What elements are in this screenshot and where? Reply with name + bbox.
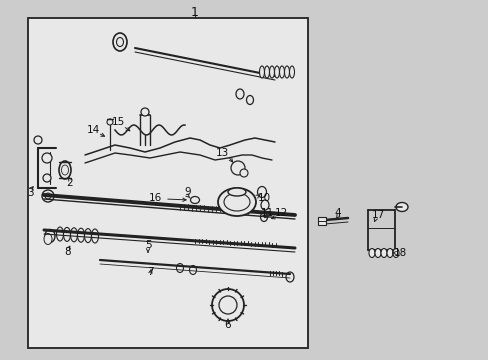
Ellipse shape (284, 66, 289, 78)
Ellipse shape (224, 193, 249, 211)
Ellipse shape (264, 66, 269, 78)
Ellipse shape (246, 95, 253, 104)
Text: 9: 9 (184, 187, 191, 197)
Ellipse shape (289, 66, 294, 78)
Circle shape (240, 169, 247, 177)
Ellipse shape (395, 202, 407, 212)
Ellipse shape (190, 197, 199, 203)
Ellipse shape (63, 228, 70, 242)
Ellipse shape (59, 161, 71, 179)
Text: 4: 4 (334, 208, 341, 218)
Text: 15: 15 (111, 117, 124, 127)
Ellipse shape (44, 234, 52, 244)
Ellipse shape (274, 66, 279, 78)
Text: 13: 13 (215, 148, 228, 158)
Ellipse shape (260, 212, 267, 221)
Text: 14: 14 (86, 125, 100, 135)
Ellipse shape (279, 66, 284, 78)
Ellipse shape (189, 266, 196, 274)
Bar (317, 217, 325, 225)
Circle shape (230, 161, 244, 175)
Text: 5: 5 (144, 240, 151, 250)
Ellipse shape (392, 248, 398, 257)
Circle shape (42, 190, 54, 202)
Ellipse shape (227, 188, 245, 196)
Circle shape (45, 193, 51, 199)
Ellipse shape (236, 89, 244, 99)
Bar (28, 18, 307, 348)
Circle shape (107, 119, 113, 125)
Text: 17: 17 (370, 210, 384, 220)
Text: 7: 7 (146, 267, 153, 277)
Ellipse shape (257, 186, 266, 198)
Ellipse shape (368, 248, 374, 257)
Text: 16: 16 (148, 193, 162, 203)
Text: 2: 2 (66, 178, 73, 188)
Text: 3: 3 (27, 188, 33, 198)
Ellipse shape (380, 248, 386, 257)
Text: 10: 10 (258, 193, 270, 203)
Ellipse shape (386, 248, 392, 257)
Text: 18: 18 (392, 248, 406, 258)
Circle shape (34, 136, 42, 144)
Ellipse shape (113, 33, 127, 51)
Circle shape (212, 289, 244, 321)
Ellipse shape (285, 272, 293, 282)
Ellipse shape (116, 37, 123, 46)
Ellipse shape (57, 227, 63, 241)
Ellipse shape (84, 229, 91, 243)
Circle shape (219, 296, 237, 314)
Ellipse shape (70, 228, 77, 242)
Ellipse shape (91, 229, 98, 243)
Ellipse shape (261, 200, 268, 210)
Ellipse shape (259, 66, 264, 78)
Ellipse shape (374, 248, 380, 257)
Text: 8: 8 (64, 247, 71, 257)
Ellipse shape (45, 230, 55, 243)
Text: 11: 11 (260, 208, 273, 218)
Ellipse shape (176, 264, 183, 273)
Text: 6: 6 (224, 320, 231, 330)
Text: 1: 1 (191, 5, 199, 18)
Ellipse shape (269, 66, 274, 78)
Circle shape (141, 108, 149, 116)
Circle shape (43, 174, 51, 182)
Circle shape (42, 153, 52, 163)
Ellipse shape (61, 165, 68, 175)
Ellipse shape (218, 188, 256, 216)
Ellipse shape (77, 228, 84, 242)
Text: 12: 12 (274, 208, 287, 218)
